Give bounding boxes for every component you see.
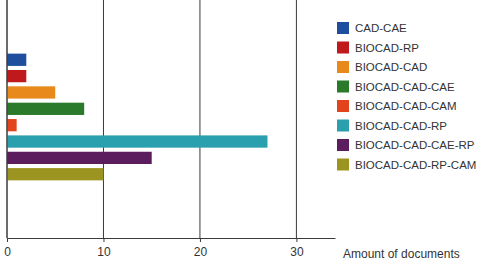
tick-mark: [296, 238, 297, 242]
tick: 10: [97, 238, 111, 259]
bar: [7, 152, 152, 164]
grid: [7, 0, 296, 238]
tick: 30: [290, 238, 304, 259]
bar: [7, 135, 267, 147]
legend-label: BIOCAD-CAD-CAM: [355, 100, 457, 112]
bar: [7, 70, 26, 82]
tick-label: 0: [4, 245, 11, 259]
legend-swatch: [337, 100, 349, 112]
chart: 0 10 20 30 Amount of documents CAD-CAE BIOCAD-…: [0, 0, 500, 264]
legend-swatch: [337, 159, 349, 171]
tick-label: 30: [290, 245, 304, 259]
bar: [7, 119, 17, 131]
bar: [7, 168, 103, 180]
grid-line: [296, 0, 297, 238]
tick-label: 10: [97, 245, 111, 259]
legend-swatch: [337, 61, 349, 73]
legend-label: CAD-CAE: [355, 22, 407, 34]
grid-line: [7, 0, 8, 238]
legend-swatch: [337, 120, 349, 132]
tick-mark: [7, 238, 8, 242]
tick: 0: [4, 238, 11, 259]
tick-mark: [200, 238, 201, 242]
legend-label: BIOCAD-CAD-CAE: [355, 81, 455, 93]
legend-swatch: [337, 139, 349, 151]
x-axis: 0 10 20 30: [4, 238, 335, 259]
bars: [7, 54, 267, 181]
legend-label: BIOCAD-CAD: [355, 61, 427, 73]
legend-swatch: [337, 22, 349, 34]
legend-swatch: [337, 42, 349, 54]
bar: [7, 54, 26, 66]
legend-label: BIOCAD-RP: [355, 42, 419, 54]
legend: CAD-CAE BIOCAD-RP BIOCAD-CAD BIOCAD-CAD-CAE…: [337, 22, 476, 171]
bar: [7, 86, 55, 98]
legend-label: BIOCAD-CAD-RP-CAM: [355, 159, 476, 171]
bar: [7, 103, 84, 115]
grid-line: [199, 0, 200, 238]
axis-line: [8, 238, 336, 239]
legend-swatch: [337, 81, 349, 93]
legend-label: BIOCAD-CAD-RP: [355, 120, 447, 132]
y-axis-line: [7, 0, 8, 238]
x-axis-title: Amount of documents: [343, 247, 460, 261]
legend-label: BIOCAD-CAD-CAE-RP: [355, 139, 475, 151]
tick: 20: [194, 238, 208, 259]
grid-line: [103, 0, 104, 238]
tick-mark: [103, 238, 104, 242]
tick-label: 20: [194, 245, 208, 259]
